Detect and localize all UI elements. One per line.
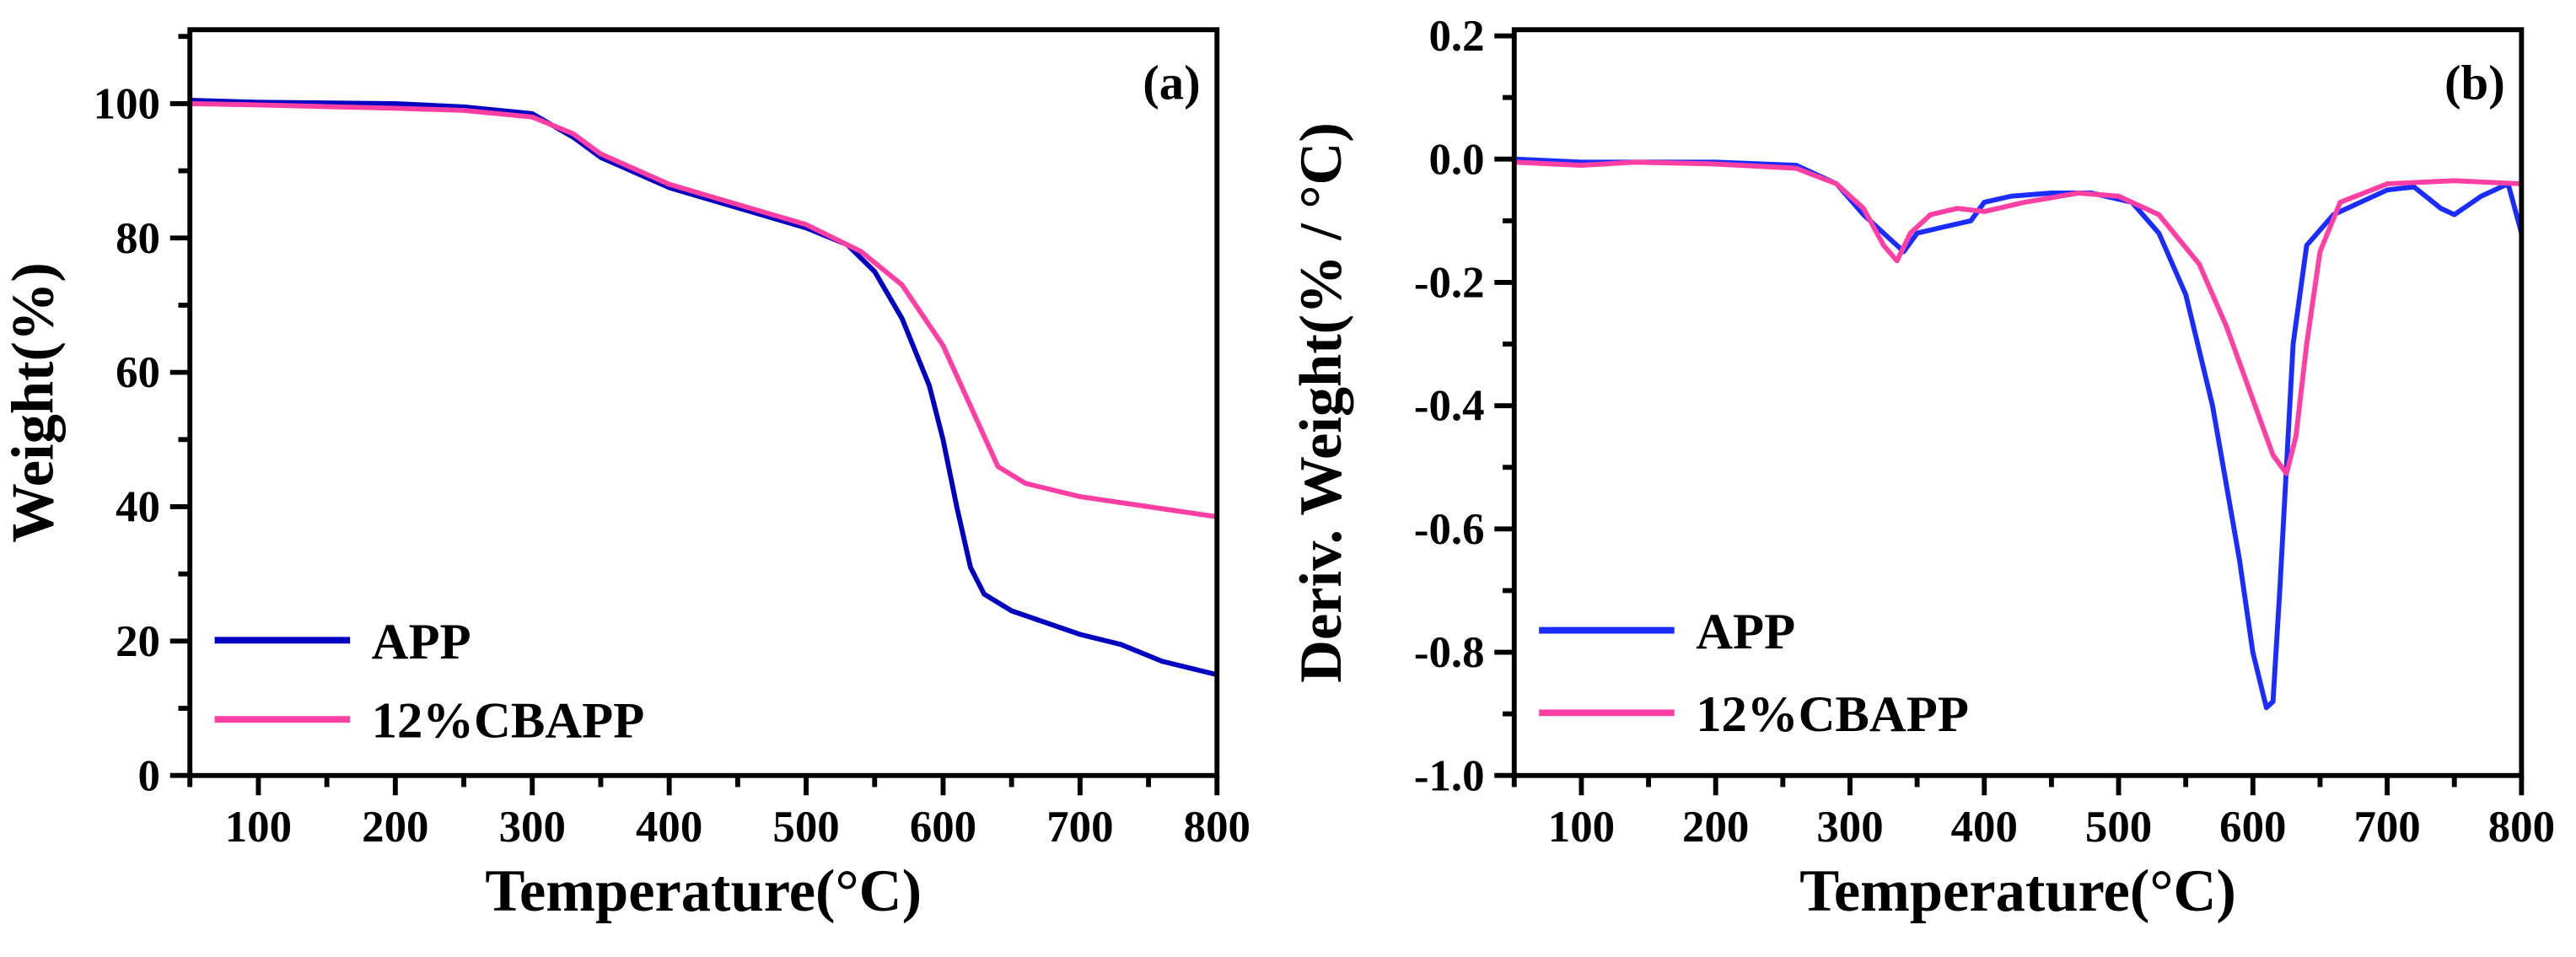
legend-label: APP [1696,604,1795,660]
y-tick-label: -0.4 [1414,382,1485,431]
y-axis-title: Weight(%) [1,262,67,543]
x-axis-title: Temperature(°C) [1799,858,2236,924]
x-tick-label: 700 [1046,803,1113,852]
series-line-app [190,98,1218,678]
series-line-12pctcbapp [190,100,1218,519]
y-tick-label: 0.2 [1428,12,1484,61]
y-tick-label: 80 [116,214,160,263]
y-tick-label: -0.6 [1414,505,1485,554]
y-tick-label: 100 [94,80,160,129]
legend-label: 12%CBAPP [1696,686,1969,743]
y-tick-label: -0.8 [1414,628,1485,677]
x-tick-label: 300 [1816,803,1883,852]
y-tick-label: -0.2 [1414,259,1485,308]
legend-label: APP [372,614,471,670]
x-tick-label: 400 [636,803,702,852]
x-tick-label: 200 [362,803,428,852]
panel-label: (b) [2444,55,2505,110]
y-tick-label: 0 [138,751,160,800]
y-axis-title: Deriv. Weight(% / °C) [1288,122,1354,683]
y-tick-label: 20 [116,617,160,666]
x-tick-label: 500 [2085,803,2152,852]
y-tick-label: 40 [116,483,160,532]
x-tick-label: 800 [1184,803,1250,852]
panel-label: (a) [1143,55,1200,110]
x-tick-label: 600 [2219,803,2286,852]
y-tick-label: -1.0 [1414,751,1485,800]
x-axis-title: Temperature(°C) [485,858,922,924]
x-tick-label: 400 [1951,803,2018,852]
plot-frame [187,27,1220,778]
x-tick-label: 700 [2353,803,2420,852]
x-tick-label: 100 [225,803,292,852]
plot-frame [1511,27,2525,778]
series-line-app [1514,156,2525,711]
legend-label: 12%CBAPP [372,693,645,750]
x-tick-label: 300 [499,803,566,852]
x-tick-label: 600 [910,803,976,852]
x-tick-label: 800 [2488,803,2555,852]
chart-panel-b: APP 12%CBAPP 100 200 300 400 500 600 700 800 -1.0 -… [1288,12,2555,924]
x-tick-label: 500 [772,803,839,852]
y-tick-label: 0.0 [1428,135,1484,184]
series-line-12pctcbapp [1514,159,2522,476]
x-tick-label: 200 [1682,803,1749,852]
x-tick-label: 100 [1548,803,1615,852]
chart-panel-a: APP 12%CBAPP 100 200 300 400 500 600 700 800 0 20 40… [1,27,1250,924]
y-tick-label: 60 [116,348,160,397]
